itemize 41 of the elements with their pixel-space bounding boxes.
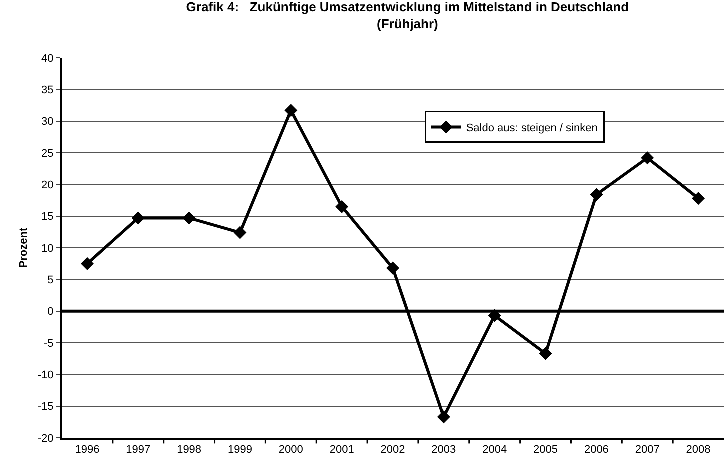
- x-tick-label: 2006: [584, 444, 609, 456]
- point: [641, 152, 654, 165]
- y-tick-label: -5: [44, 338, 54, 350]
- y-tick-label: 25: [42, 148, 54, 160]
- x-tick-label: 2002: [380, 444, 406, 456]
- x-tick-label: 1997: [126, 444, 151, 456]
- y-tick-label: 0: [48, 306, 54, 318]
- point: [386, 262, 400, 275]
- x-tick-label: 2000: [278, 444, 304, 456]
- point: [539, 347, 552, 360]
- y-tick-label: -10: [38, 370, 54, 382]
- y-tick-label: 40: [42, 52, 54, 65]
- x-tick-label: 2004: [482, 444, 508, 456]
- point: [590, 188, 604, 202]
- y-tick-label: 20: [42, 180, 54, 192]
- x-tick-label: 2008: [686, 444, 711, 456]
- x-tick-label: 2003: [432, 444, 456, 456]
- point: [132, 212, 145, 225]
- x-tick-label: 1996: [75, 444, 100, 456]
- y-tick-label: -20: [38, 432, 54, 445]
- point: [692, 192, 706, 206]
- x-tick-label: 2005: [534, 444, 558, 456]
- point: [234, 226, 247, 240]
- y-tick-label: 5: [48, 274, 54, 287]
- point: [336, 200, 349, 214]
- x-tick-label: 1999: [228, 444, 252, 456]
- point: [182, 212, 196, 225]
- y-tick-label: 15: [42, 211, 54, 224]
- y-tick-label: 10: [42, 242, 54, 255]
- y-axis-title: Prozent: [18, 228, 30, 268]
- point: [80, 257, 94, 270]
- x-tick-label: 1998: [177, 444, 202, 456]
- point: [284, 104, 298, 118]
- x-tick-label: 2001: [330, 444, 354, 456]
- point: [437, 410, 450, 424]
- y-tick-label: 30: [42, 116, 54, 128]
- x-tick-label: 2007: [635, 444, 660, 456]
- y-tick-label: -15: [38, 401, 54, 414]
- y-tick-label: 35: [42, 84, 54, 97]
- chart-title: Grafik 4: Zukünftige Umsatzentwicklung im Mittelstand in Deutschland (Frühjahr): [186, 0, 630, 32]
- legend-label: Saldo aus: steigen / sinken: [466, 122, 598, 134]
